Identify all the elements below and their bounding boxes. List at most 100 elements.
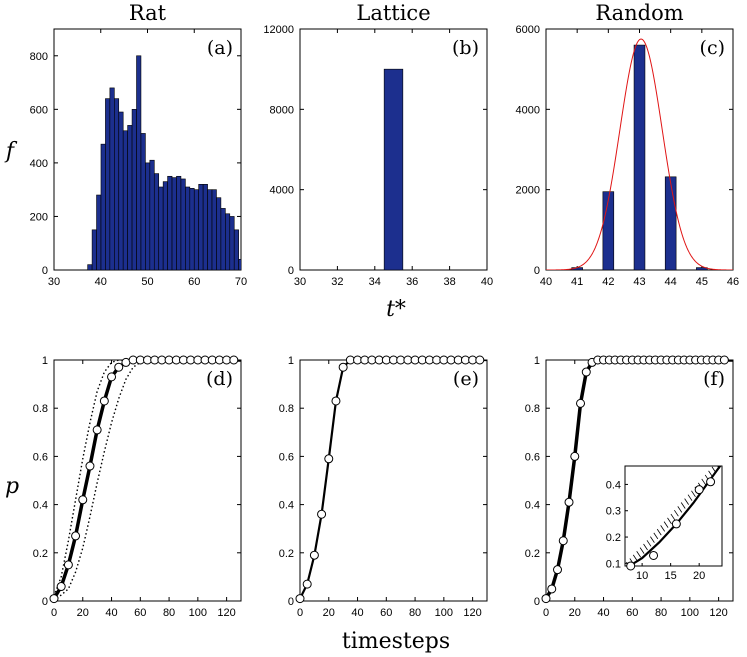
inset-hatch [663,521,669,528]
data-point [324,454,334,464]
data-point [576,398,586,408]
y-tick-label: 0 [534,265,540,277]
data-point [558,536,568,546]
panel-label: (e) [453,368,479,390]
bar [100,143,106,270]
x-tick-label: 41 [571,276,583,288]
x-tick-label: 20 [323,607,335,619]
plot-area [383,68,404,270]
panel-label: (b) [452,37,479,59]
inset-y-tick-label: 0.3 [606,506,621,518]
x-tick-label: 80 [655,607,667,619]
data-point [317,509,327,519]
inset-data-point [694,485,704,495]
panel-label: (d) [206,368,233,390]
bar [664,176,677,270]
y-axis-label-bottom: p [5,474,19,499]
inset-y-tick-label: 0.1 [606,558,621,570]
bar [225,213,231,270]
x-tick-label: 42 [602,276,614,288]
x-tick-label: 36 [406,276,418,288]
inset-hatch [646,540,652,547]
bar [145,162,151,270]
data-point [114,362,124,372]
x-tick-label: 50 [141,276,153,288]
data-point [547,584,557,594]
bar [96,194,102,270]
panel-d: 0 20 40 60 80 100 120 0 0.2 0.4 0.6 0.8 1 (d) [33,355,242,619]
data-point [99,396,109,406]
panel-c: 40 41 42 43 44 45 46 0 2000 4000 6000 (c) Random [516,1,740,288]
x-tick-label: 120 [709,607,727,619]
y-tick-label: 0.6 [33,451,48,463]
x-tick-label: 70 [235,276,247,288]
y-tick-label: 0.4 [279,500,294,512]
panel-f: 0 20 40 60 80 100 120 0 0.2 0.4 0.6 0.8 1 (f) 10 15 20 0.… [525,355,734,619]
x-tick-label: 40 [95,276,107,288]
data-point [719,355,729,365]
data-point [63,560,73,570]
y-tick-label: 0.6 [525,451,540,463]
bar [114,98,120,270]
inset-hatch [674,509,679,517]
inset-hatch [653,532,659,540]
bar [87,264,93,270]
bar [220,208,226,270]
series-line [54,360,241,601]
bar [149,159,155,270]
y-axis-label-top: f [4,139,18,164]
y-tick-label: 0.4 [33,500,48,512]
bar [696,267,708,270]
x-tick-label: 100 [189,607,207,619]
inset-x-tick-label: 10 [636,570,648,582]
y-tick-label: 0.4 [525,500,540,512]
y-tick-label: 0 [42,265,48,277]
bar [109,87,115,270]
y-tick-label: 4000 [516,104,540,116]
inset-data-point [649,550,659,560]
y-tick-label: 0.2 [279,548,294,560]
x-tick-label: 0 [543,607,549,619]
bar [180,178,186,270]
inset-hatch [667,517,672,525]
data-point [56,582,66,592]
inset-hatch [701,478,707,486]
x-tick-label: 40 [105,607,117,619]
data-point [107,372,117,382]
axes-frame [53,359,242,602]
bar [167,175,173,270]
bar [131,109,137,270]
inset-y-tick-label: 0.2 [606,532,621,544]
x-tick-label: 100 [435,607,453,619]
y-tick-label: 6000 [516,24,540,36]
inset-hatch [670,513,676,521]
x-tick-label: 0 [51,607,57,619]
bar [633,44,646,270]
inset-hatch [687,494,693,501]
y-tick-label: 400 [30,158,48,170]
x-tick-label: 45 [696,276,708,288]
bar [136,55,142,270]
y-tick-label: 0 [288,596,294,608]
panel-b: 30 32 34 36 38 40 0 4000 8000 12000 (b) Lattice [263,1,493,288]
data-point [49,594,59,604]
panel-label: (a) [207,37,233,59]
panel-title: Rat [129,1,167,25]
inset-data-point [706,477,716,487]
inset-hatch [660,525,665,532]
bar [158,186,164,270]
data-point [229,355,239,365]
data-point [309,550,319,560]
bar [216,197,222,270]
bar [193,189,199,270]
inset-hatch [708,470,713,478]
data-point [581,367,591,377]
bar [91,229,97,270]
inset-hatch [684,498,689,505]
y-tick-label: 0 [288,265,294,277]
data-point [475,355,485,365]
x-tick-label: 60 [134,607,146,619]
inset-x-tick-label: 20 [693,570,705,582]
bar [122,130,128,270]
y-tick-label: 8000 [270,104,294,116]
